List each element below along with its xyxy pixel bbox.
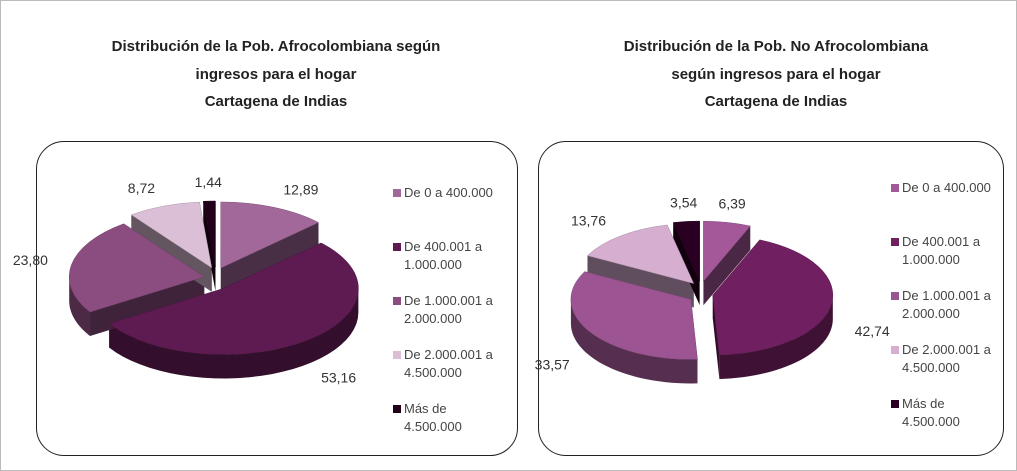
slice-wall xyxy=(203,201,216,292)
legend-swatch xyxy=(393,297,401,305)
legend-swatch xyxy=(891,238,899,246)
legend-swatch xyxy=(393,243,401,251)
data-label: 3,54 xyxy=(670,194,697,210)
slice-side xyxy=(109,288,359,379)
legend-label: Más de 4.500.000 xyxy=(404,401,462,434)
legend-swatch xyxy=(393,351,401,359)
data-label: 13,76 xyxy=(571,212,606,228)
slice-side xyxy=(69,276,91,337)
legend-label: De 1.000.001 a 2.000.000 xyxy=(902,288,991,321)
chart-title: Distribución de la Pob. Afrocolombiana s… xyxy=(111,38,441,110)
legend-label: Más de 4.500.000 xyxy=(902,396,960,429)
slice xyxy=(220,201,320,269)
data-label: 8,72 xyxy=(128,180,155,196)
legend-label: De 0 a 400.000 xyxy=(404,185,493,200)
slice-wall xyxy=(712,295,720,379)
legend-swatch xyxy=(393,405,401,413)
slice xyxy=(586,224,695,284)
data-label: 6,39 xyxy=(718,196,745,212)
data-label: 53,16 xyxy=(321,369,356,385)
slice xyxy=(703,220,751,282)
data-label: 1,44 xyxy=(195,174,222,190)
data-label: 33,57 xyxy=(535,356,570,372)
slice xyxy=(130,201,213,269)
legend-swatch xyxy=(891,346,899,354)
data-label: 42,74 xyxy=(855,323,890,339)
data-label: 23,80 xyxy=(13,252,48,268)
legend-swatch xyxy=(891,292,899,300)
legend-label: De 2.000.001 a 4.500.000 xyxy=(404,347,493,380)
slice xyxy=(672,220,700,282)
legend-swatch xyxy=(393,189,401,197)
slice xyxy=(202,200,216,268)
data-label: 12,89 xyxy=(283,181,318,197)
legend-swatch xyxy=(891,184,899,192)
slice xyxy=(570,271,698,360)
slice-wall xyxy=(673,222,700,306)
legend-label: De 0 a 400.000 xyxy=(902,180,991,195)
slice xyxy=(108,242,359,355)
slice-wall xyxy=(220,222,319,292)
legend-swatch xyxy=(891,400,899,408)
legend-label: De 400.001 a 1.000.000 xyxy=(404,239,483,272)
chart-title: Distribución de la Pob. No Afrocolombian… xyxy=(623,38,929,110)
legend-label: De 1.000.001 a 2.000.000 xyxy=(404,293,493,326)
slice-side xyxy=(719,295,833,379)
slice-wall xyxy=(703,226,751,306)
slice xyxy=(68,223,205,313)
slice xyxy=(712,239,834,356)
legend-label: De 2.000.001 a 4.500.000 xyxy=(902,342,991,375)
slice-side xyxy=(570,299,698,384)
legend-label: De 400.001 a 1.000.000 xyxy=(902,234,981,267)
